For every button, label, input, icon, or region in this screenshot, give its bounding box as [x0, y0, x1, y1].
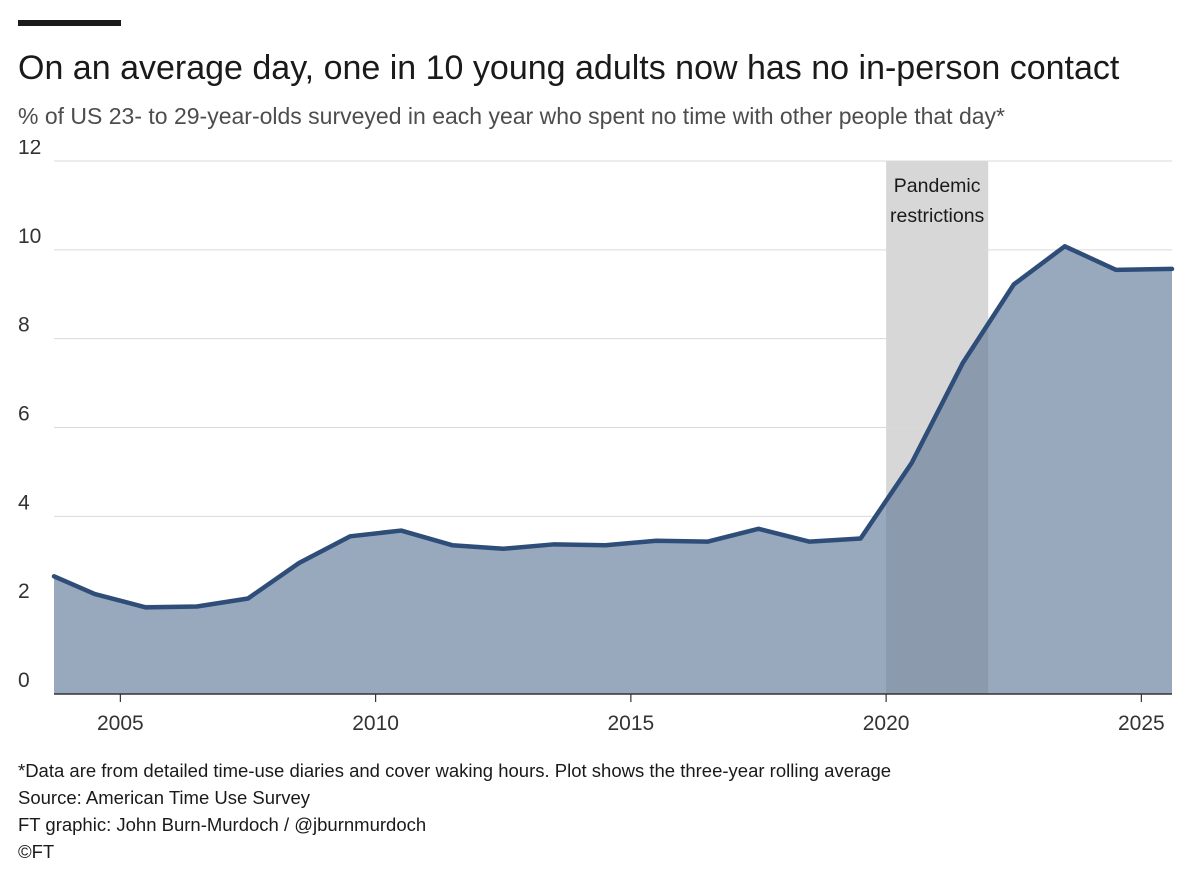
- y-tick-label-10: 10: [18, 225, 41, 248]
- y-tick-label-2: 2: [18, 580, 30, 603]
- y-tick-label-8: 8: [18, 314, 30, 337]
- source-note: Source: American Time Use Survey: [18, 787, 310, 808]
- band-area-overlap: [886, 323, 989, 694]
- annotation-group: Pandemic restrictions: [890, 175, 985, 227]
- x-tick-label-2025: 2025: [1118, 712, 1165, 735]
- footer: *Data are from detailed time-use diaries…: [18, 757, 891, 865]
- area-chart: 2005 2010 2015 2020 2025 0 2 4 6 8 10 12 Pandemic re…: [18, 140, 1175, 735]
- series-area: [54, 246, 1172, 694]
- band-label-line-1: Pandemic: [894, 175, 981, 197]
- chart-title: On an average day, one in 10 young adult…: [18, 49, 1120, 87]
- copyright-note: ©FT: [18, 841, 55, 862]
- y-tick-label-12: 12: [18, 140, 41, 159]
- y-tick-label-6: 6: [18, 403, 30, 426]
- chart-subtitle: % of US 23- to 29-year-olds surveyed in …: [18, 103, 1005, 129]
- y-tick-label-4: 4: [18, 491, 30, 514]
- x-tick-label-2010: 2010: [352, 712, 399, 735]
- footnote: *Data are from detailed time-use diaries…: [18, 760, 892, 781]
- brand-bar: [18, 20, 121, 26]
- y-tick-label-0: 0: [18, 669, 30, 692]
- x-tick-label-2005: 2005: [97, 712, 144, 735]
- band-overlap-group: [886, 323, 989, 694]
- series-line-group: [51, 244, 1175, 610]
- tick-labels-group: 2005 2010 2015 2020 2025 0 2 4 6 8 10 12: [18, 140, 1165, 735]
- area-series-group: [54, 246, 1172, 694]
- credit-note: FT graphic: John Burn-Murdoch / @jburnmu…: [18, 814, 427, 835]
- band-label-line-2: restrictions: [890, 205, 985, 227]
- series-line: [51, 244, 1175, 610]
- x-tick-label-2015: 2015: [608, 712, 655, 735]
- x-tick-label-2020: 2020: [863, 712, 910, 735]
- axes-group: [54, 693, 1172, 702]
